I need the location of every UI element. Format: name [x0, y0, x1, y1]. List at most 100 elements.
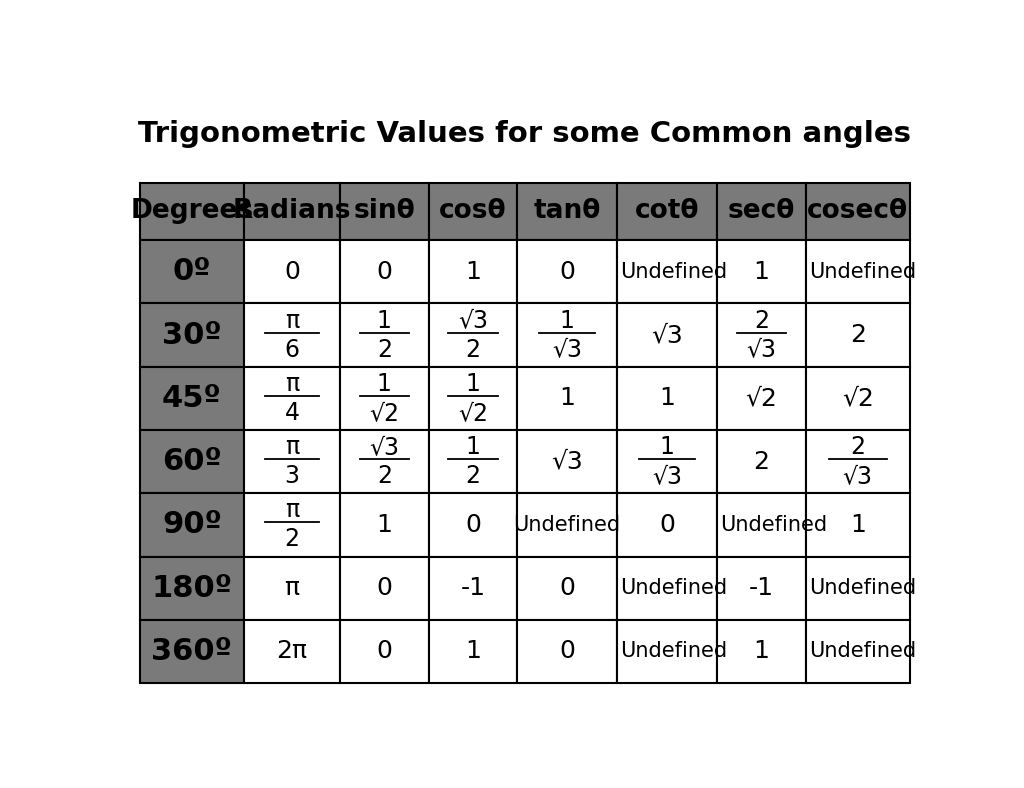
Bar	[244, 303, 340, 366]
Bar	[140, 240, 244, 303]
Text: 60º: 60º	[162, 447, 222, 476]
Text: √2: √2	[458, 401, 487, 425]
Bar	[717, 183, 806, 240]
Text: cotθ: cotθ	[635, 199, 699, 225]
Text: √3: √3	[652, 464, 682, 488]
Text: √2: √2	[842, 386, 873, 411]
Bar	[429, 556, 517, 620]
Bar	[617, 493, 717, 556]
Text: 1: 1	[850, 513, 865, 537]
Text: 2: 2	[465, 337, 480, 362]
Bar	[340, 303, 429, 366]
Bar	[717, 303, 806, 366]
Text: cosecθ: cosecθ	[807, 199, 908, 225]
Text: 1: 1	[560, 309, 574, 333]
Text: 0: 0	[659, 513, 675, 537]
Text: 360º: 360º	[152, 637, 232, 666]
Text: π: π	[285, 576, 299, 600]
Bar	[140, 620, 244, 683]
Text: π: π	[285, 498, 299, 522]
Bar	[140, 183, 244, 240]
Text: 1: 1	[559, 386, 575, 411]
Bar	[806, 493, 909, 556]
Text: 0º: 0º	[173, 257, 211, 286]
Bar	[517, 556, 617, 620]
Text: cosθ: cosθ	[439, 199, 507, 225]
Text: 2: 2	[850, 435, 865, 459]
Bar	[340, 556, 429, 620]
Text: 2: 2	[754, 309, 769, 333]
Bar	[340, 240, 429, 303]
Text: Undefined: Undefined	[809, 262, 916, 282]
Text: √3: √3	[746, 337, 776, 362]
Bar	[140, 493, 244, 556]
Text: 1: 1	[465, 640, 481, 663]
Text: -1: -1	[461, 576, 485, 600]
Bar	[244, 620, 340, 683]
Text: 90º: 90º	[162, 511, 222, 540]
Text: √3: √3	[551, 450, 583, 474]
Bar	[806, 183, 909, 240]
Bar	[806, 620, 909, 683]
Bar	[617, 366, 717, 430]
Bar	[717, 366, 806, 430]
Bar	[140, 303, 244, 366]
Text: π: π	[285, 372, 299, 396]
Text: -1: -1	[749, 576, 774, 600]
Text: 1: 1	[465, 372, 480, 396]
Text: 0: 0	[559, 576, 575, 600]
Text: 2: 2	[377, 337, 392, 362]
Text: 2π: 2π	[276, 640, 307, 663]
Text: Undefined: Undefined	[621, 641, 727, 661]
Text: Radians: Radians	[232, 199, 351, 225]
Bar	[806, 556, 909, 620]
Text: 1: 1	[377, 372, 392, 396]
Bar	[806, 430, 909, 493]
Bar	[806, 303, 909, 366]
Text: √3: √3	[458, 309, 487, 333]
Text: 1: 1	[465, 435, 480, 459]
Text: Undefined: Undefined	[809, 641, 916, 661]
Text: 2: 2	[285, 527, 299, 552]
Bar	[517, 303, 617, 366]
Bar	[429, 366, 517, 430]
Bar	[244, 183, 340, 240]
Text: √3: √3	[651, 323, 683, 347]
Bar	[617, 556, 717, 620]
Bar	[617, 620, 717, 683]
Text: 0: 0	[377, 640, 392, 663]
Text: 0: 0	[377, 260, 392, 284]
Bar	[517, 430, 617, 493]
Text: Undefined: Undefined	[720, 515, 827, 535]
Bar	[717, 240, 806, 303]
Bar	[340, 493, 429, 556]
Text: π: π	[285, 309, 299, 333]
Text: 2: 2	[377, 464, 392, 488]
Bar	[340, 366, 429, 430]
Bar	[340, 620, 429, 683]
Bar	[717, 430, 806, 493]
Bar	[340, 430, 429, 493]
Text: 1: 1	[754, 260, 769, 284]
Bar	[244, 366, 340, 430]
Text: 1: 1	[659, 386, 675, 411]
Text: tanθ: tanθ	[534, 199, 601, 225]
Bar	[244, 493, 340, 556]
Bar	[244, 430, 340, 493]
Bar	[617, 430, 717, 493]
Bar	[140, 430, 244, 493]
Text: sinθ: sinθ	[353, 199, 415, 225]
Text: √2: √2	[370, 401, 399, 425]
Text: 3: 3	[285, 464, 299, 488]
Text: √2: √2	[745, 386, 777, 411]
Bar	[140, 556, 244, 620]
Bar	[244, 240, 340, 303]
Bar	[140, 366, 244, 430]
Text: Undefined: Undefined	[809, 578, 916, 598]
Text: √3: √3	[843, 464, 872, 488]
Text: Undefined: Undefined	[514, 515, 621, 535]
Text: 30º: 30º	[162, 321, 221, 350]
Bar	[717, 556, 806, 620]
Bar	[429, 303, 517, 366]
Bar	[517, 366, 617, 430]
